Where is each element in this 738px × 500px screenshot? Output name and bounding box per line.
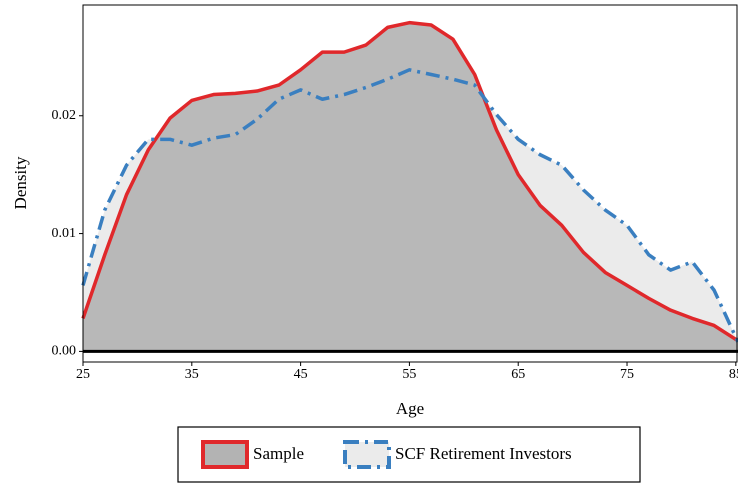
- x-tick-label: 75: [620, 367, 634, 382]
- legend-swatch: [343, 440, 391, 469]
- x-tick-label: 55: [402, 367, 416, 382]
- legend-label: SCF Retirement Investors: [395, 444, 572, 463]
- density-line: [81, 20, 738, 343]
- density-area: [83, 22, 738, 352]
- x-tick-label: 45: [294, 367, 308, 382]
- y-axis-title: Density: [11, 156, 30, 209]
- x-tick-label: 85: [729, 367, 738, 382]
- legend-swatch: [201, 440, 249, 469]
- legend-box: [177, 426, 641, 483]
- density-line: [81, 68, 738, 343]
- plot-frame: [82, 4, 738, 363]
- y-tick-label: 0.00: [52, 344, 77, 359]
- x-tick-label: 65: [511, 367, 525, 382]
- legend-label: Sample: [253, 444, 304, 463]
- x-tick-label: 35: [185, 367, 199, 382]
- x-tick-label: 25: [76, 367, 90, 382]
- x-axis-title: Age: [396, 399, 424, 418]
- y-tick-label: 0.02: [52, 108, 77, 123]
- y-tick-label: 0.01: [52, 226, 77, 241]
